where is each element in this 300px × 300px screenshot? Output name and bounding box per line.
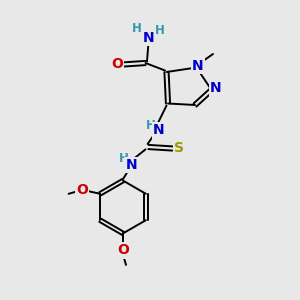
Text: O: O [76, 183, 88, 197]
Text: N: N [153, 124, 165, 137]
Text: N: N [210, 82, 222, 95]
Text: O: O [117, 244, 129, 257]
Text: N: N [143, 31, 154, 44]
Text: S: S [174, 141, 184, 155]
Text: H: H [132, 22, 142, 35]
Text: O: O [111, 58, 123, 71]
Text: H: H [155, 23, 165, 37]
Text: H: H [119, 152, 129, 166]
Text: H: H [146, 118, 155, 132]
Text: N: N [192, 59, 204, 73]
Text: N: N [125, 158, 137, 172]
